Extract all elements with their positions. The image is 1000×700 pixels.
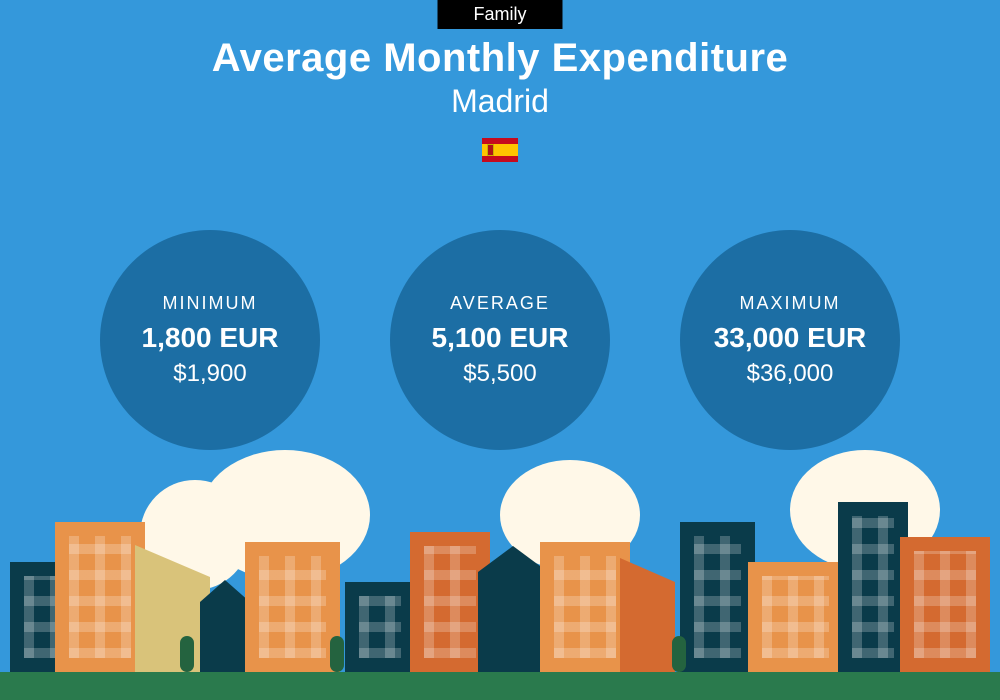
stat-average: AVERAGE 5,100 EUR $5,500	[390, 230, 610, 450]
city-name: Madrid	[0, 83, 1000, 120]
building-icon	[838, 502, 908, 672]
cityscape-illustration	[0, 480, 1000, 700]
building-icon	[345, 582, 415, 672]
building-icon	[245, 542, 340, 672]
stat-label: AVERAGE	[450, 293, 550, 314]
tree-icon	[672, 636, 686, 672]
building-icon	[620, 582, 675, 672]
tree-icon	[180, 636, 194, 672]
stat-label: MAXIMUM	[740, 293, 841, 314]
category-tag: Family	[438, 0, 563, 29]
building-icon	[540, 542, 630, 672]
stat-usd: $1,900	[173, 360, 246, 388]
stat-eur: 33,000 EUR	[714, 322, 867, 354]
building-icon	[900, 537, 990, 672]
stat-maximum: MAXIMUM 33,000 EUR $36,000	[680, 230, 900, 450]
spain-flag-icon	[482, 138, 518, 162]
building-icon	[135, 577, 210, 672]
stat-usd: $36,000	[747, 360, 834, 388]
stat-label: MINIMUM	[163, 293, 258, 314]
infographic-canvas: Family Average Monthly Expenditure Madri…	[0, 0, 1000, 700]
stat-eur: 1,800 EUR	[142, 322, 279, 354]
building-icon	[200, 602, 250, 672]
ground	[0, 672, 1000, 700]
building-icon	[55, 522, 145, 672]
building-icon	[680, 522, 755, 672]
page-title: Average Monthly Expenditure	[0, 36, 1000, 81]
building-icon	[748, 562, 843, 672]
stats-row: MINIMUM 1,800 EUR $1,900 AVERAGE 5,100 E…	[0, 230, 1000, 450]
tree-icon	[330, 636, 344, 672]
stat-usd: $5,500	[463, 360, 536, 388]
building-icon	[478, 572, 548, 672]
header: Average Monthly Expenditure Madrid	[0, 36, 1000, 162]
stat-minimum: MINIMUM 1,800 EUR $1,900	[100, 230, 320, 450]
stat-eur: 5,100 EUR	[432, 322, 569, 354]
